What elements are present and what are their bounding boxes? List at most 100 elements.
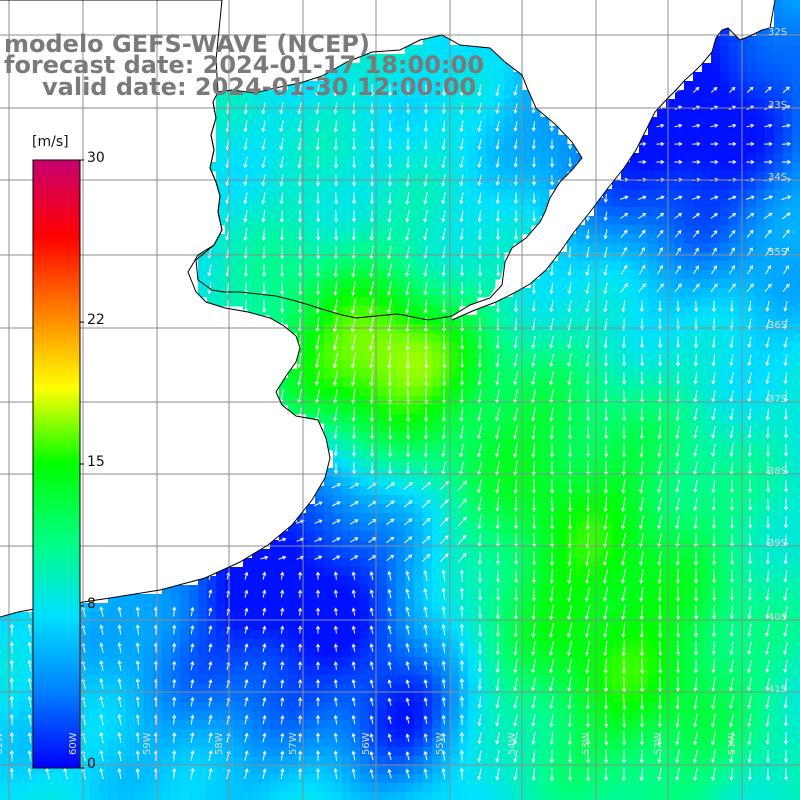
wind-speed-cell (756, 666, 766, 676)
wind-speed-cell (612, 396, 622, 406)
wind-speed-cell (549, 648, 559, 658)
wind-speed-cell (378, 261, 388, 271)
wind-speed-cell (225, 207, 235, 217)
wind-speed-cell (81, 693, 91, 703)
wind-speed-cell (387, 369, 397, 379)
wind-speed-cell (441, 513, 451, 523)
wind-speed-cell (432, 531, 442, 541)
wind-speed-cell (486, 387, 496, 397)
wind-speed-cell (315, 639, 325, 649)
wind-speed-cell (414, 558, 424, 568)
wind-speed-cell (207, 666, 217, 676)
wind-speed-cell (261, 225, 271, 235)
wind-speed-cell (522, 333, 532, 343)
wind-speed-cell (486, 279, 496, 289)
wind-speed-cell (333, 378, 343, 388)
wind-speed-cell (126, 693, 136, 703)
wind-speed-cell (441, 72, 451, 82)
wind-speed-cell (648, 666, 658, 676)
wind-speed-cell (639, 549, 649, 559)
wind-speed-cell (783, 72, 793, 82)
wind-speed-cell (27, 657, 37, 667)
wind-speed-cell (288, 369, 298, 379)
wind-speed-cell (576, 306, 586, 316)
wind-speed-cell (387, 531, 397, 541)
wind-speed-cell (612, 513, 622, 523)
wind-speed-cell (135, 720, 145, 730)
wind-speed-cell (540, 135, 550, 145)
wind-speed-cell (342, 279, 352, 289)
wind-speed-cell (522, 423, 532, 433)
wind-speed-cell (441, 126, 451, 136)
wind-speed-cell (756, 522, 766, 532)
wind-speed-cell (0, 684, 10, 694)
wind-speed-cell (387, 99, 397, 109)
wind-speed-cell (711, 747, 721, 757)
wind-speed-cell (477, 504, 487, 514)
wind-speed-cell (783, 351, 793, 361)
wind-speed-cell (315, 702, 325, 712)
wind-speed-cell (702, 117, 712, 127)
wind-speed-cell (540, 117, 550, 127)
wind-speed-cell (396, 711, 406, 721)
wind-speed-cell (450, 63, 460, 73)
wind-speed-cell (315, 297, 325, 307)
wind-speed-cell (576, 324, 586, 334)
wind-speed-cell (360, 504, 370, 514)
wind-speed-cell (315, 540, 325, 550)
wind-speed-cell (351, 288, 361, 298)
wind-speed-cell (450, 747, 460, 757)
wind-speed-cell (369, 135, 379, 145)
wind-speed-cell (486, 153, 496, 163)
wind-speed-cell (522, 504, 532, 514)
wind-speed-cell (396, 216, 406, 226)
wind-speed-cell (774, 351, 784, 361)
wind-speed-cell (630, 747, 640, 757)
wind-speed-cell (297, 396, 307, 406)
wind-speed-cell (666, 126, 676, 136)
wind-speed-cell (477, 378, 487, 388)
wind-speed-cell (702, 342, 712, 352)
wind-speed-cell (594, 495, 604, 505)
wind-speed-cell (504, 351, 514, 361)
wind-speed-cell (522, 720, 532, 730)
wind-speed-cell (297, 198, 307, 208)
wind-speed-cell (387, 333, 397, 343)
wind-speed-cell (117, 648, 127, 658)
wind-speed-cell (612, 315, 622, 325)
wind-speed-cell (630, 675, 640, 685)
wind-speed-cell (531, 648, 541, 658)
wind-speed-cell (477, 261, 487, 271)
wind-speed-cell (342, 693, 352, 703)
wind-speed-cell (765, 720, 775, 730)
wind-speed-cell (711, 216, 721, 226)
wind-speed-cell (360, 495, 370, 505)
wind-speed-cell (387, 324, 397, 334)
wind-speed-cell (792, 360, 800, 370)
wind-speed-cell (387, 558, 397, 568)
wind-speed-cell (558, 630, 568, 640)
wind-speed-cell (558, 675, 568, 685)
wind-speed-cell (342, 234, 352, 244)
wind-speed-cell (522, 360, 532, 370)
wind-speed-cell (720, 90, 730, 100)
wind-speed-cell (378, 648, 388, 658)
wind-speed-cell (324, 558, 334, 568)
wind-speed-cell (720, 711, 730, 721)
wind-speed-cell (306, 594, 316, 604)
wind-speed-cell (693, 414, 703, 424)
wind-speed-cell (360, 171, 370, 181)
wind-speed-cell (531, 198, 541, 208)
wind-speed-cell (450, 144, 460, 154)
wind-speed-cell (675, 495, 685, 505)
wind-speed-cell (162, 594, 172, 604)
wind-speed-cell (108, 657, 118, 667)
wind-speed-cell (351, 171, 361, 181)
wind-speed-cell (549, 324, 559, 334)
wind-speed-cell (711, 702, 721, 712)
wind-speed-cell (747, 450, 757, 460)
wind-speed-cell (144, 729, 154, 739)
wind-speed-cell (657, 306, 667, 316)
wind-speed-cell (567, 585, 577, 595)
wind-speed-cell (531, 351, 541, 361)
